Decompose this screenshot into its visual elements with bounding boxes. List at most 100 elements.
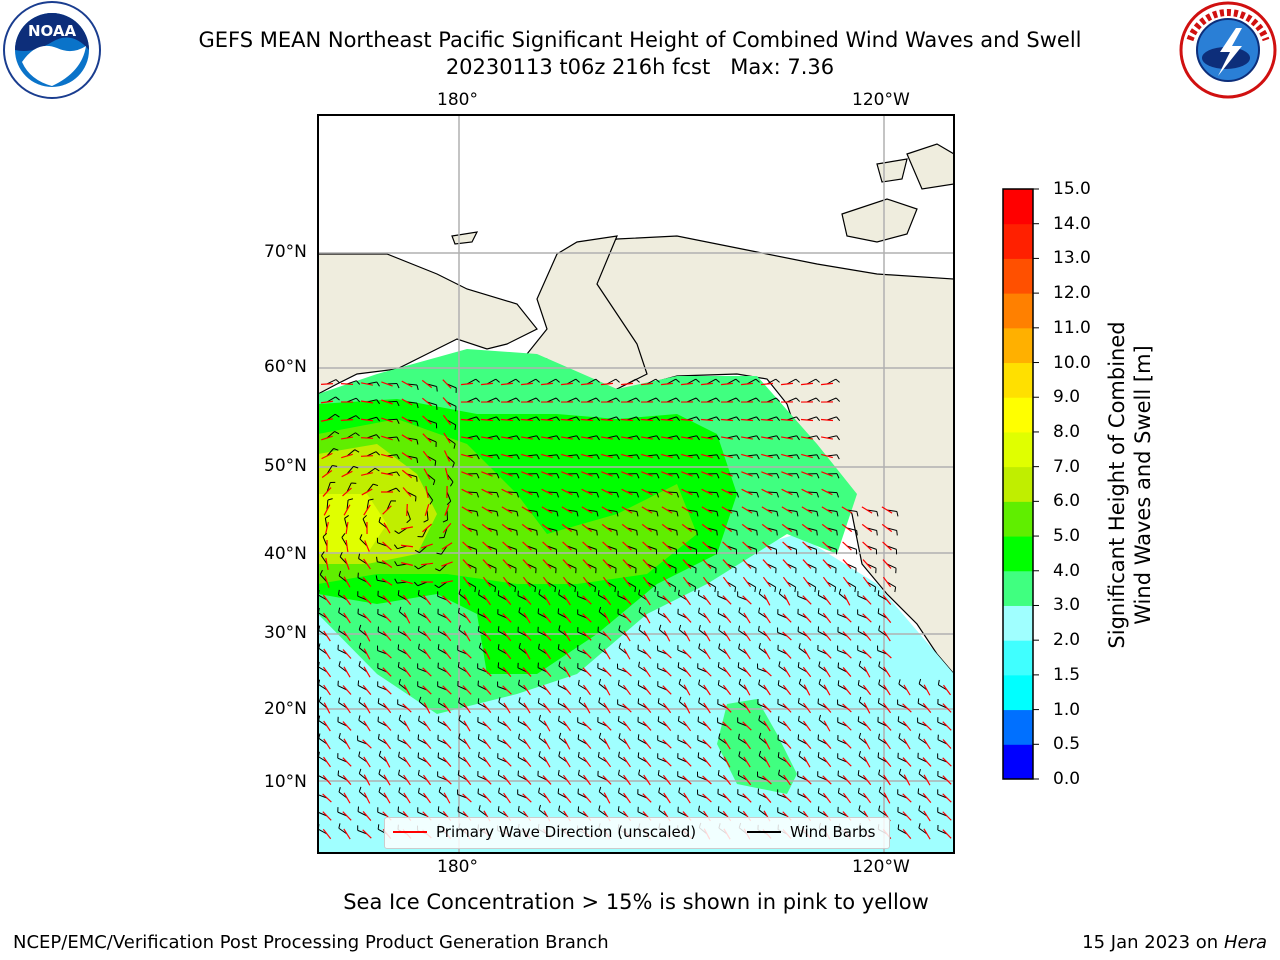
wind-barb-flag (717, 679, 720, 686)
wind-barb-flag (359, 534, 363, 540)
wind-barb-flag (716, 454, 720, 460)
colorbar-tick-label: 4.0 (1053, 560, 1081, 581)
wind-barb (326, 499, 329, 511)
wind-barb-flag (437, 806, 440, 812)
wind-barb-flag (358, 661, 361, 667)
wind-barb (846, 527, 857, 531)
wind-barb-flag (449, 481, 454, 487)
wave-direction-arrow (822, 612, 832, 624)
wind-barb (626, 378, 636, 385)
wind-barb (466, 563, 477, 569)
wind-barb-flag (735, 397, 741, 402)
wind-barb (686, 454, 697, 457)
wind-barb (398, 611, 408, 619)
wind-barb (737, 793, 748, 799)
wave-direction-arrow (381, 417, 393, 423)
wave-direction-arrow (702, 721, 712, 731)
wind-barb (878, 791, 888, 799)
wind-barb-flag (457, 751, 460, 757)
wind-barb (526, 416, 537, 421)
wind-barb-flag (457, 607, 460, 613)
wave-direction-arrow (502, 541, 512, 551)
wave-direction-arrow (882, 649, 892, 659)
wave-direction-arrow (862, 630, 872, 642)
wind-barb (717, 810, 728, 817)
wind-barb (858, 755, 868, 763)
wave-direction-arrow (800, 382, 814, 386)
wave-direction-arrow (582, 684, 592, 696)
wind-barb (677, 775, 688, 781)
wave-direction-arrow (842, 684, 852, 696)
wave-direction-arrow (382, 721, 392, 731)
wind-barb-flag (878, 805, 881, 811)
wind-barb (517, 595, 528, 601)
wave-height-field (318, 349, 954, 853)
wind-barb-flag (376, 556, 378, 562)
wind-barb-flag (695, 378, 700, 383)
wave-direction-arrow (743, 684, 751, 696)
wind-barb (738, 683, 748, 691)
wave-direction-arrow (401, 452, 413, 460)
wind-barb (537, 667, 548, 673)
wave-direction-arrow (641, 506, 653, 514)
wind-barb (878, 774, 888, 781)
wind-barb-flag (598, 606, 602, 612)
wave-direction-arrow (643, 594, 651, 606)
wave-direction-arrow (463, 630, 471, 642)
wind-barb-flag (596, 416, 601, 422)
wind-barb-flag (715, 397, 721, 402)
wind-barb-flag (452, 462, 455, 468)
wind-barb (338, 702, 348, 709)
wave-direction-arrow (782, 541, 792, 551)
wind-barb (706, 545, 717, 550)
wave-direction-arrow (363, 648, 371, 660)
wind-barb-flag (516, 530, 518, 536)
wind-barb-flag (536, 473, 540, 479)
wind-barb (506, 581, 516, 588)
wind-barb (826, 491, 838, 494)
wind-barb-flag (358, 715, 361, 721)
wave-direction-arrow (483, 648, 491, 660)
wave-direction-arrow (401, 562, 413, 566)
wave-direction-arrow (643, 630, 651, 642)
wave-direction-arrow (323, 738, 331, 750)
wind-barb (546, 545, 557, 550)
wave-direction-arrow (842, 631, 852, 641)
russia-land (317, 253, 538, 395)
wave-direction-arrow (622, 667, 632, 677)
wind-barb (857, 630, 868, 637)
wave-direction-arrow (802, 559, 812, 569)
wind-barb (518, 647, 528, 655)
wave-direction-arrow (442, 397, 452, 407)
wind-barb (346, 415, 357, 421)
wave-direction-arrow (781, 523, 793, 533)
wind-barb (626, 527, 637, 531)
wind-barb-flag (318, 696, 322, 702)
wave-direction-arrow (942, 829, 952, 839)
wave-direction-arrow (721, 488, 733, 496)
wind-barb (937, 793, 948, 799)
wind-barb-flag (558, 732, 562, 738)
wave-direction-arrow (883, 630, 891, 642)
wind-barb-flag (413, 581, 419, 587)
wave-direction-arrow (582, 595, 592, 605)
wave-direction-arrow (801, 471, 813, 477)
wave-direction-arrow (542, 667, 552, 677)
wind-barb (937, 703, 948, 709)
wind-barb (357, 577, 368, 583)
wind-barb (358, 773, 368, 781)
wind-barb-flag (756, 435, 760, 441)
wave-direction-arrow (342, 721, 352, 731)
wind-barb (357, 684, 368, 691)
wave-direction-arrow (802, 595, 812, 605)
wave-direction-arrow (401, 469, 413, 479)
wind-barb (597, 775, 608, 781)
wind-barb (766, 378, 776, 385)
wind-barb-flag (835, 378, 840, 383)
wind-barb-flag (896, 511, 899, 517)
wave-direction-arrow (623, 630, 631, 642)
wind-barb-flag (596, 473, 600, 479)
wave-direction-arrow (923, 828, 931, 840)
wave-direction-arrow (483, 594, 491, 606)
wind-barb (338, 594, 348, 601)
